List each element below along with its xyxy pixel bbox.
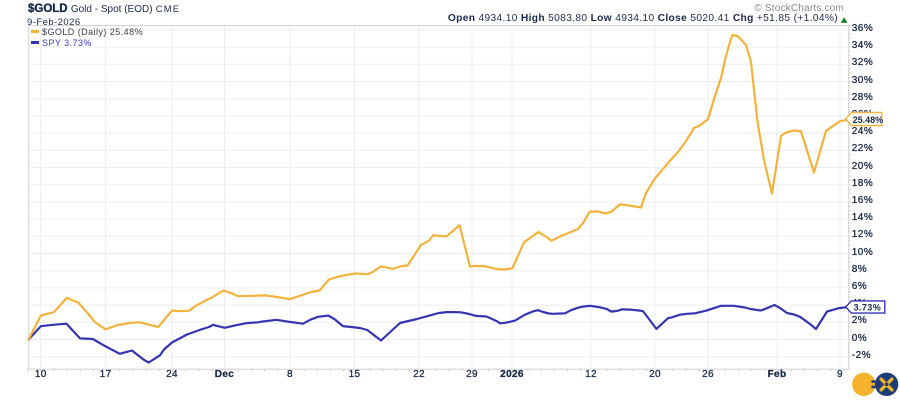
svg-text:25.48%: 25.48% (853, 115, 884, 125)
svg-text:3.73%: 3.73% (854, 303, 882, 313)
